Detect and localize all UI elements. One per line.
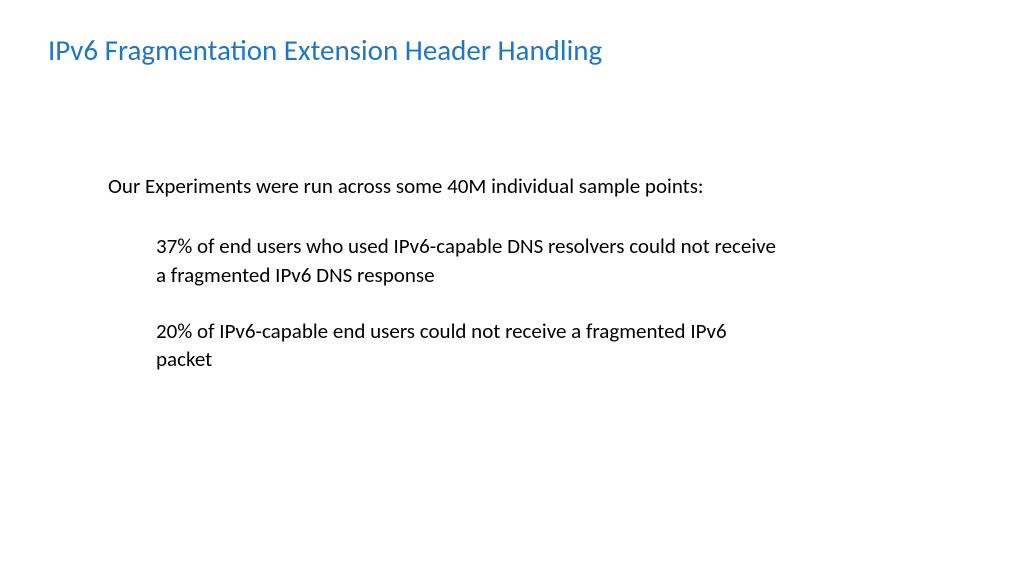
bullet-item: 37% of end users who used IPv6-capable D… <box>156 232 776 289</box>
slide-title: IPv6 Fragmentation Extension Header Hand… <box>48 32 976 68</box>
intro-text: Our Experiments were run across some 40M… <box>108 173 896 200</box>
bullet-item: 20% of IPv6-capable end users could not … <box>156 317 776 374</box>
slide-content: Our Experiments were run across some 40M… <box>48 173 976 374</box>
slide-container: IPv6 Fragmentation Extension Header Hand… <box>0 0 1024 576</box>
bullet-list: 37% of end users who used IPv6-capable D… <box>108 232 896 373</box>
